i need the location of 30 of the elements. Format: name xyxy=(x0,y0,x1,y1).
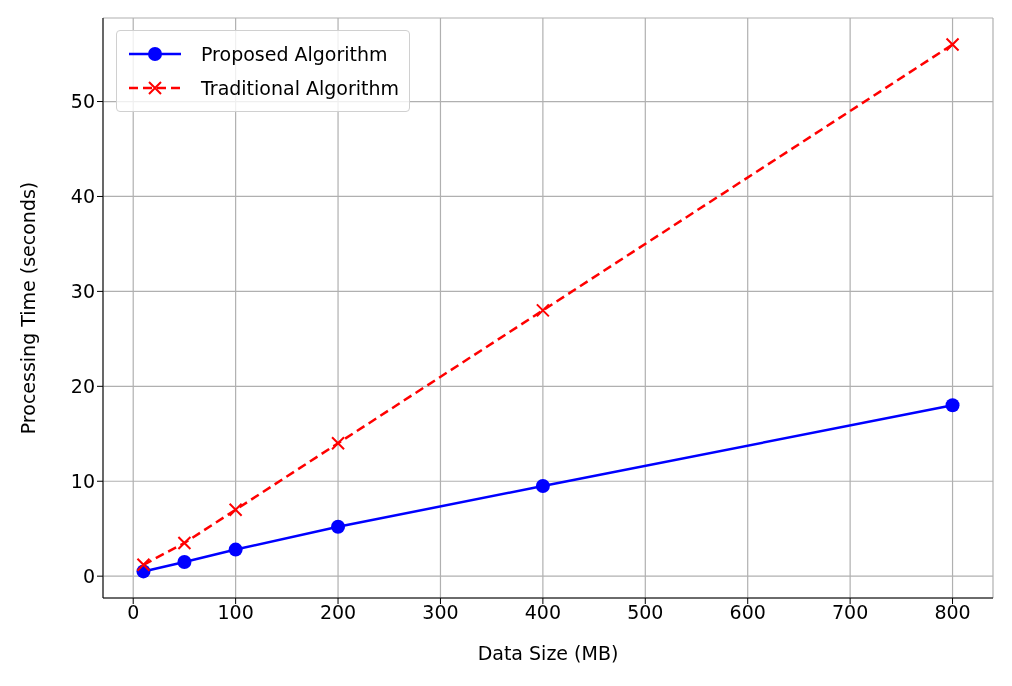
x-axis-title: Data Size (MB) xyxy=(477,642,619,664)
point xyxy=(136,557,151,572)
point xyxy=(945,37,960,52)
y-tick-label: 20 xyxy=(70,375,95,398)
point xyxy=(331,436,346,451)
x-tick-label: 0 xyxy=(127,601,140,624)
x-tick-label: 700 xyxy=(832,601,869,624)
x-tick-label: 500 xyxy=(627,601,664,624)
x-tick-label: 400 xyxy=(524,601,562,624)
y-tick-label: 40 xyxy=(70,185,95,208)
legend-label: Proposed Algorithm xyxy=(201,43,388,65)
point xyxy=(228,542,243,557)
y-axis-title: Processing Time (seconds) xyxy=(16,181,39,435)
x-tick-label: 300 xyxy=(422,601,459,624)
y-tick-label: 50 xyxy=(70,90,95,113)
point xyxy=(177,554,192,569)
y-tick-label: 30 xyxy=(70,280,95,303)
y-tick-label: 10 xyxy=(70,469,95,492)
point xyxy=(535,303,550,318)
point xyxy=(228,502,243,517)
point xyxy=(945,398,960,413)
x-tick-label: 200 xyxy=(319,601,357,624)
legend-label: Traditional Algorithm xyxy=(201,77,400,99)
point xyxy=(535,478,550,493)
point xyxy=(177,535,192,550)
point xyxy=(331,519,346,534)
x-tick-label: 100 xyxy=(217,601,254,624)
x-tick-label: 600 xyxy=(729,601,766,624)
x-tick-label: 800 xyxy=(934,601,971,624)
y-tick-label: 0 xyxy=(82,564,95,587)
